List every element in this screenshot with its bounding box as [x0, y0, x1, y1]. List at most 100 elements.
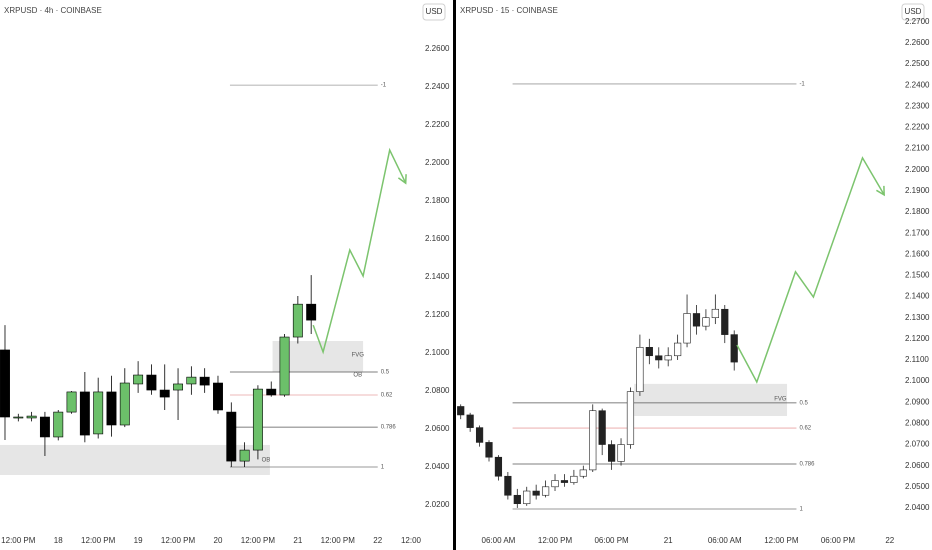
candle-body: [173, 383, 184, 391]
candle-body: [119, 382, 130, 426]
currency-button[interactable]: USD: [422, 3, 446, 21]
y-tick-label: 2.0400: [905, 503, 930, 512]
y-tick-label: 2.1900: [905, 186, 930, 195]
y-tick-label: 2.2400: [905, 80, 930, 89]
y-tick-label: 2.2700: [905, 17, 930, 26]
candle-body: [79, 391, 90, 436]
y-tick-label: 2.0900: [905, 397, 930, 406]
x-tick-label: 20: [214, 536, 223, 545]
candle-body: [252, 388, 263, 451]
candle-body: [579, 469, 587, 477]
fib-label: -1: [799, 81, 805, 87]
candle-body: [513, 494, 521, 505]
x-tick-label: 12:00: [401, 536, 422, 545]
candle-body: [504, 475, 512, 496]
y-tick-label: 2.0600: [905, 461, 930, 470]
y-tick-label: 2.2600: [425, 44, 450, 53]
x-tick-label: 22: [885, 536, 894, 545]
candle-body: [608, 444, 616, 462]
y-tick-label: 2.1100: [905, 355, 929, 364]
y-tick-label: 2.1000: [425, 348, 450, 357]
candle-body: [39, 416, 50, 438]
y-tick-label: 2.1200: [425, 310, 450, 319]
x-tick-label: 21: [664, 536, 673, 545]
panel-divider: [453, 0, 456, 550]
y-tick-label: 2.1500: [905, 271, 930, 280]
currency-button[interactable]: USD: [901, 3, 925, 21]
candle-body: [570, 475, 578, 483]
y-tick-label: 2.2200: [425, 120, 450, 129]
candle-body: [721, 308, 729, 335]
projection-arrowhead: [397, 174, 407, 185]
fib-label: 0.786: [381, 425, 397, 431]
candle-body: [532, 490, 540, 496]
candle-body: [541, 486, 550, 496]
candle-body: [292, 303, 303, 338]
candle-body: [146, 374, 157, 391]
candle-body: [617, 444, 625, 462]
annotation: FVG: [774, 396, 787, 402]
candle-body: [702, 317, 710, 327]
candle-body: [674, 342, 682, 357]
x-tick-label: 12:00 PM: [764, 536, 799, 545]
y-tick-label: 2.2000: [905, 165, 930, 174]
x-tick-label: 12:00 PM: [81, 536, 116, 545]
candle-body: [159, 389, 170, 398]
x-tick-label: 19: [134, 536, 143, 545]
fib-label: 1: [799, 507, 803, 513]
candle-body: [26, 415, 37, 419]
x-tick-label: 12:00 PM: [241, 536, 276, 545]
x-tick-label: 06:00 PM: [821, 536, 856, 545]
x-tick-label: 21: [293, 536, 302, 545]
fib-label: 0.5: [799, 400, 808, 406]
y-tick-label: 2.1400: [425, 272, 450, 281]
candle-body: [523, 490, 531, 505]
button-box[interactable]: [901, 3, 925, 21]
candle-body: [13, 416, 24, 419]
candle-body: [711, 308, 719, 319]
y-tick-label: 2.1300: [905, 313, 930, 322]
y-tick-label: 2.0200: [425, 500, 450, 509]
y-tick-label: 2.0600: [425, 424, 450, 433]
y-tick-label: 2.0500: [905, 482, 930, 491]
x-tick-label: 06:00 AM: [708, 536, 742, 545]
candle-body: [133, 374, 144, 385]
candle-body: [645, 346, 653, 357]
x-tick-label: 12:00 PM: [161, 536, 196, 545]
fib-label: 0.62: [381, 393, 393, 399]
fib-label: 0.62: [799, 426, 811, 432]
y-tick-label: 2.2400: [425, 82, 450, 91]
chart-title: XRPUSD · 4h · COINBASE: [4, 6, 102, 15]
candle-body: [279, 336, 290, 396]
button-label[interactable]: USD: [426, 7, 443, 16]
y-tick-label: 2.2100: [905, 144, 930, 153]
y-tick-label: 2.0800: [905, 419, 930, 428]
button-box[interactable]: [422, 3, 446, 21]
candle-body: [655, 355, 663, 361]
candle-body: [0, 349, 10, 418]
annotation: OB: [353, 373, 362, 379]
candle-body: [551, 480, 559, 488]
y-tick-label: 2.2500: [905, 59, 930, 68]
candle-body: [106, 391, 117, 426]
x-tick-label: 06:00 PM: [594, 536, 629, 545]
y-tick-label: 2.0700: [905, 440, 930, 449]
candle-body: [589, 410, 597, 471]
button-label[interactable]: USD: [905, 7, 922, 16]
chart-title: XRPUSD · 15 · COINBASE: [460, 6, 558, 15]
y-tick-label: 2.2000: [425, 158, 450, 167]
candle-body: [226, 411, 237, 462]
x-tick-label: 18: [54, 536, 63, 545]
y-tick-label: 2.0400: [425, 462, 450, 471]
fib-label: 1: [381, 465, 385, 471]
y-tick-label: 2.1000: [905, 376, 930, 385]
projection-path: [736, 156, 885, 384]
y-tick-label: 2.0800: [425, 386, 450, 395]
fib-label: 0.786: [799, 462, 815, 468]
chart-panel: XRPUSD · 4h · COINBASE USD -1 0.5 0.62 0.786 1…: [0, 3, 450, 545]
zone: [634, 383, 788, 416]
annotation: OB: [262, 458, 271, 464]
candle-body: [53, 411, 64, 438]
